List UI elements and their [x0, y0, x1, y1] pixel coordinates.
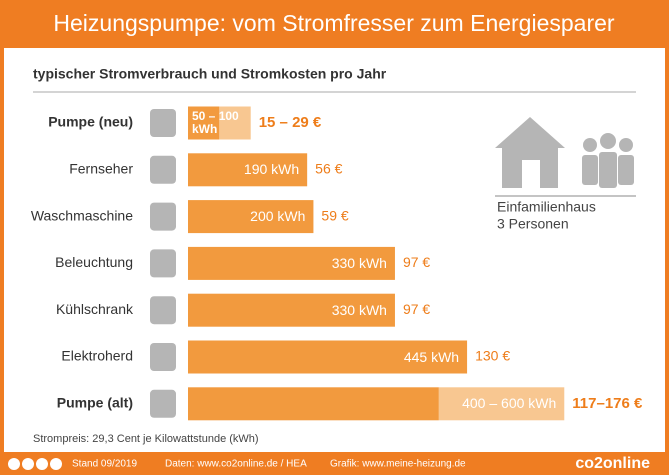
appliance-icon — [150, 249, 176, 278]
appliance-icon — [150, 202, 176, 231]
cost-label: 97 € — [403, 301, 430, 317]
icon-shape — [150, 343, 176, 371]
value-label: 330 kWh — [331, 254, 387, 271]
value-label-box: 200 kWh — [250, 208, 306, 225]
value-label-box: 330 kWh — [331, 301, 387, 318]
appliance-icon — [150, 109, 176, 137]
annotation: Einfamilienhaus — [497, 199, 596, 215]
footer-text: Grafik: www.meine-heizung.de — [330, 459, 466, 470]
cost-label: 130 € — [475, 348, 510, 364]
value-label: 445 kWh — [403, 348, 460, 365]
value-label: 190 kWh — [243, 161, 300, 178]
value-label-box: 330 kWh — [331, 254, 387, 271]
value-label: 400 – 600 kWh — [462, 395, 557, 412]
household-icon — [495, 117, 634, 188]
category-label: Kühlschrank — [56, 301, 134, 317]
icon-shape — [150, 155, 176, 184]
value-label-box: 190 kWh — [243, 161, 300, 178]
subtitle: typischer Stromverbrauch und Stromkosten… — [33, 66, 387, 82]
icon-shape — [150, 296, 176, 325]
header-bar — [0, 0, 669, 48]
bar — [188, 387, 439, 421]
footer-bar — [0, 452, 669, 475]
category-label: Pumpe (alt) — [57, 395, 133, 411]
category-label: Waschmaschine — [31, 207, 133, 223]
icon-shape — [150, 202, 176, 231]
cost-label: 56 € — [315, 161, 342, 177]
bar — [188, 106, 220, 140]
value-label: 50 – 100 kWh — [192, 109, 239, 136]
license-icons — [8, 458, 62, 470]
frame — [665, 0, 669, 475]
value-label-box: 400 – 600 kWh — [462, 395, 557, 412]
category-label: Beleuchtung — [55, 254, 133, 270]
footer-text: Stand 09/2019 — [72, 459, 137, 470]
cost-label: 15 – 29 € — [259, 114, 322, 131]
value-label-box: 50 – 100 kWh — [192, 109, 239, 136]
footer-text: Daten: www.co2online.de / HEA — [165, 459, 307, 470]
footnote: Strompreis: 29,3 Cent je Kilowattstunde … — [33, 433, 259, 445]
category-label: Pumpe (neu) — [48, 114, 133, 130]
cost-label: 97 € — [403, 254, 430, 270]
value-label-box: 445 kWh — [403, 348, 460, 365]
chart-title: Heizungspumpe: vom Stromfresser zum Ener… — [53, 10, 615, 36]
value-label: 200 kWh — [250, 208, 306, 225]
category-label: Fernseher — [69, 161, 133, 177]
appliance-icon — [150, 389, 176, 418]
bar — [188, 153, 308, 187]
appliance-icon — [150, 343, 176, 371]
appliance-icon — [150, 155, 176, 184]
bar — [188, 200, 314, 234]
bar — [188, 293, 395, 327]
bar — [188, 246, 395, 280]
frame — [0, 0, 4, 475]
bar — [188, 340, 468, 374]
appliance-icon — [150, 296, 176, 325]
icon-shape — [150, 249, 176, 278]
bar-range — [219, 106, 251, 140]
bar-range — [438, 387, 565, 421]
value-label: 330 kWh — [331, 301, 387, 318]
icon-shape — [150, 109, 176, 137]
cost-label: 117–176 € — [572, 395, 643, 412]
annotation: 3 Personen — [497, 216, 569, 232]
cost-label: 59 € — [321, 207, 348, 223]
logo: co2online — [575, 455, 650, 472]
category-label: Elektroherd — [61, 348, 133, 364]
icon-shape — [150, 389, 176, 418]
